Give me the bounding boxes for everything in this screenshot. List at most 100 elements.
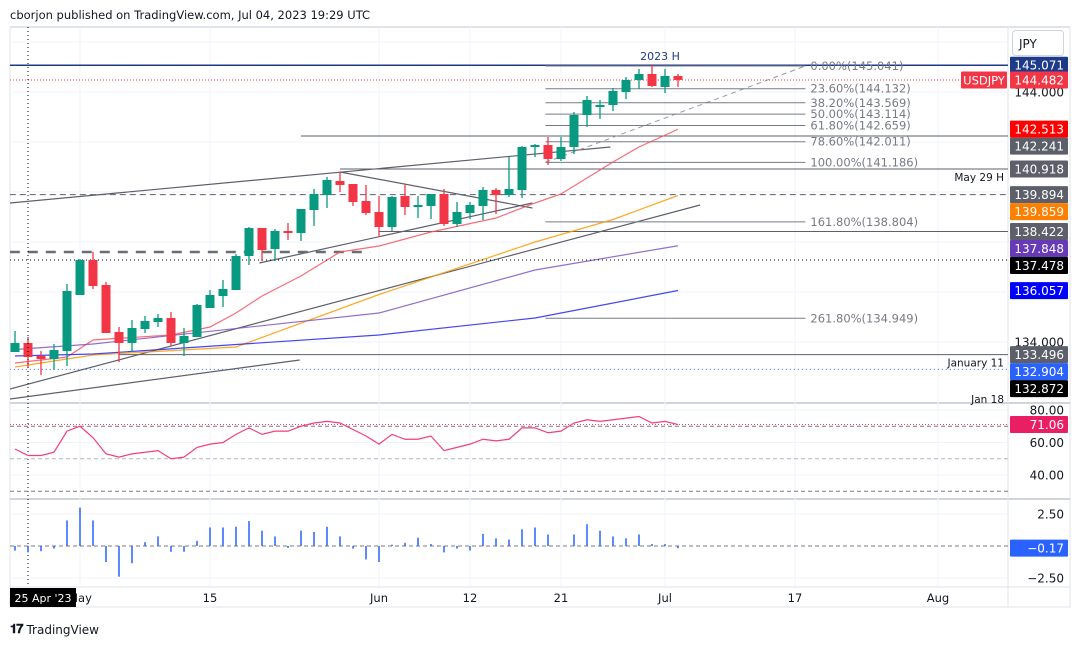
price-tick: 134.000 [1014, 336, 1064, 350]
candle-body [270, 231, 280, 249]
moving-average-line [14, 289, 679, 357]
candle [374, 196, 384, 237]
candle [309, 189, 319, 226]
candle-body [62, 291, 72, 351]
candle [621, 77, 631, 99]
candle [582, 96, 592, 127]
candle [634, 69, 644, 89]
fib-level-label: 78.60%(142.011) [810, 135, 910, 149]
trendline [10, 204, 701, 390]
candle [101, 282, 111, 333]
time-tick: Aug [927, 591, 949, 605]
candle-body [608, 91, 618, 105]
candle-body [660, 76, 670, 87]
price-axis-badge-text: 137.848 [1014, 242, 1064, 256]
candle [452, 202, 462, 227]
candle-body [426, 194, 436, 206]
price-axis-badge-text: 132.904 [1014, 365, 1064, 379]
candle [465, 202, 475, 219]
time-tick: 12 [463, 591, 478, 605]
candle [335, 172, 345, 192]
rsi-tick-text: 40.00 [1030, 469, 1064, 483]
candle [49, 344, 59, 370]
price-axis-badge-text: 138.422 [1014, 225, 1064, 239]
time-tick: 21 [554, 591, 569, 605]
candle [127, 320, 137, 352]
price-axis-badge-bg [1010, 256, 1068, 274]
price-axis-badge-text: 132.872 [1014, 382, 1064, 396]
crosshair-date-bg [10, 588, 76, 607]
candle-body [88, 260, 98, 286]
candle [400, 184, 410, 215]
candle [270, 229, 280, 261]
candle-body [218, 289, 228, 296]
candle-body [517, 147, 527, 190]
macd-tick: 2.50 [1037, 508, 1064, 522]
price-tick: 144.000 [1014, 86, 1064, 100]
tradingview-logo[interactable]: 𝟏𝟕 TradingView [10, 622, 99, 637]
price-tick-text: 144.000 [1014, 86, 1064, 100]
candle [647, 65, 657, 87]
candle-body [322, 180, 332, 195]
candle [439, 189, 449, 226]
candle-body [621, 80, 631, 92]
candle-body [231, 256, 241, 290]
price-axis-badge-bg [1010, 56, 1068, 74]
candle-body [413, 205, 423, 207]
price-axis-badge-bg [1010, 203, 1068, 221]
candle [426, 194, 436, 219]
candle [569, 112, 579, 154]
price-axis-badge-bg [1010, 137, 1068, 155]
trendline [10, 146, 611, 204]
candle-body [179, 336, 189, 343]
price-axis-badge-text: 144.482 [1014, 73, 1064, 87]
candle-body [439, 194, 449, 224]
candle [387, 196, 397, 231]
candle-body [478, 190, 488, 206]
price-axis-badge: 133.496 [1010, 346, 1068, 364]
candle-body [23, 343, 33, 357]
candle-body [335, 181, 345, 185]
candle [413, 196, 423, 218]
moving-average-line [14, 194, 679, 368]
candle-body [153, 318, 163, 322]
candle-body [647, 74, 657, 86]
candle [36, 351, 46, 375]
main-pane: 0.00%(145.041) 23.60%(144.132)38.20%(143.… [10, 59, 1008, 400]
fib-level-label: 23.60%(144.132) [810, 82, 910, 96]
candle [491, 188, 501, 214]
trendline [339, 171, 533, 209]
fib-level-label: 50.00%(143.114) [810, 107, 910, 121]
price-axis-badge-bg [1010, 186, 1068, 204]
candle [88, 252, 98, 289]
symbol-badge-bg [961, 71, 1007, 89]
candle [543, 137, 553, 165]
candle [504, 157, 514, 197]
price-axis-badge-bg [1010, 222, 1068, 240]
candle [608, 88, 618, 111]
candle-body [387, 197, 397, 227]
price-axis-badge-bg [1010, 346, 1068, 364]
crosshair-date-text: 25 Apr '23 [14, 592, 71, 605]
crosshair-date-badge: 25 Apr '23 [10, 588, 76, 607]
candle-body [504, 189, 514, 195]
candle-body [543, 145, 553, 159]
price-axis-badge-bg [1010, 363, 1068, 381]
candle-body [556, 147, 566, 159]
currency-selector[interactable]: JPY [1012, 30, 1064, 56]
candle [556, 137, 566, 161]
symbol-badge: USDJPY [961, 71, 1007, 89]
candle [322, 177, 332, 208]
rsi-tick-text: 80.00 [1030, 404, 1064, 418]
candle [153, 314, 163, 327]
price-axis-badge: 144.482 [1010, 71, 1068, 89]
price-axis-badge: 138.422 [1010, 222, 1068, 240]
price-axis-badge-bg [1010, 71, 1068, 89]
price-axis-badge-text: 139.894 [1014, 188, 1064, 202]
level-label: January 11 [946, 358, 1004, 370]
candle-body [374, 212, 384, 227]
candle-body [244, 228, 254, 256]
candle [114, 327, 124, 362]
tradingview-logo-icon: 𝟏𝟕 [10, 622, 24, 637]
